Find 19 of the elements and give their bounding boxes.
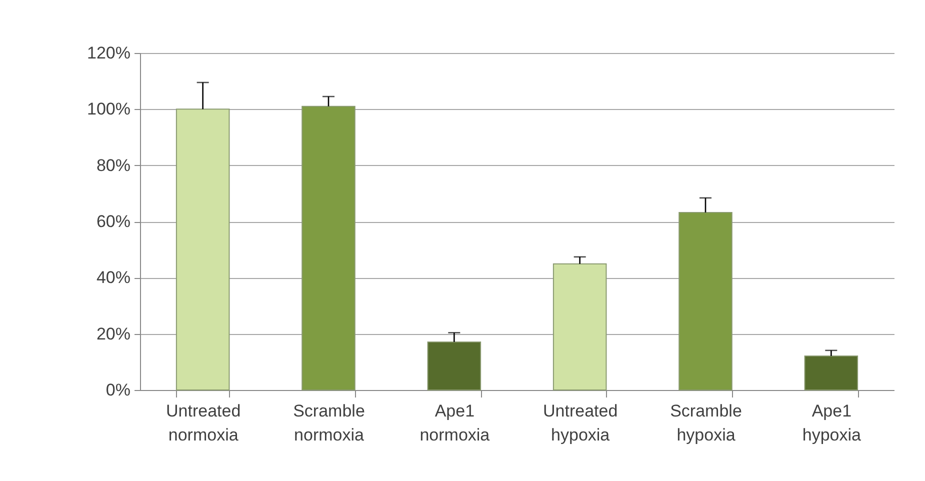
bar: [678, 212, 732, 390]
x-tick-label: Untreated normoxia: [166, 402, 241, 444]
y-tick-label: 0%: [106, 380, 130, 400]
bar: [552, 263, 607, 390]
bar: [176, 108, 230, 390]
x-tick-label: Untreated hypoxia: [542, 402, 618, 444]
y-tick-label: 80%: [96, 156, 130, 175]
bar: [427, 341, 482, 390]
bar: [302, 106, 356, 390]
y-tick-label: 40%: [96, 268, 130, 288]
x-tick-label: Scramble normoxia: [293, 402, 365, 444]
y-tick-label: 120%: [87, 44, 130, 62]
x-tick-label: Scramble hypoxia: [670, 402, 742, 444]
x-tick-label: Ape1 normoxia: [420, 402, 490, 444]
bar: [804, 356, 858, 390]
y-tick-label: 20%: [96, 324, 130, 344]
y-tick-label: 60%: [96, 212, 130, 231]
x-tick-label: Ape1 hypoxia: [802, 402, 862, 444]
y-tick-label: 100%: [87, 100, 130, 119]
